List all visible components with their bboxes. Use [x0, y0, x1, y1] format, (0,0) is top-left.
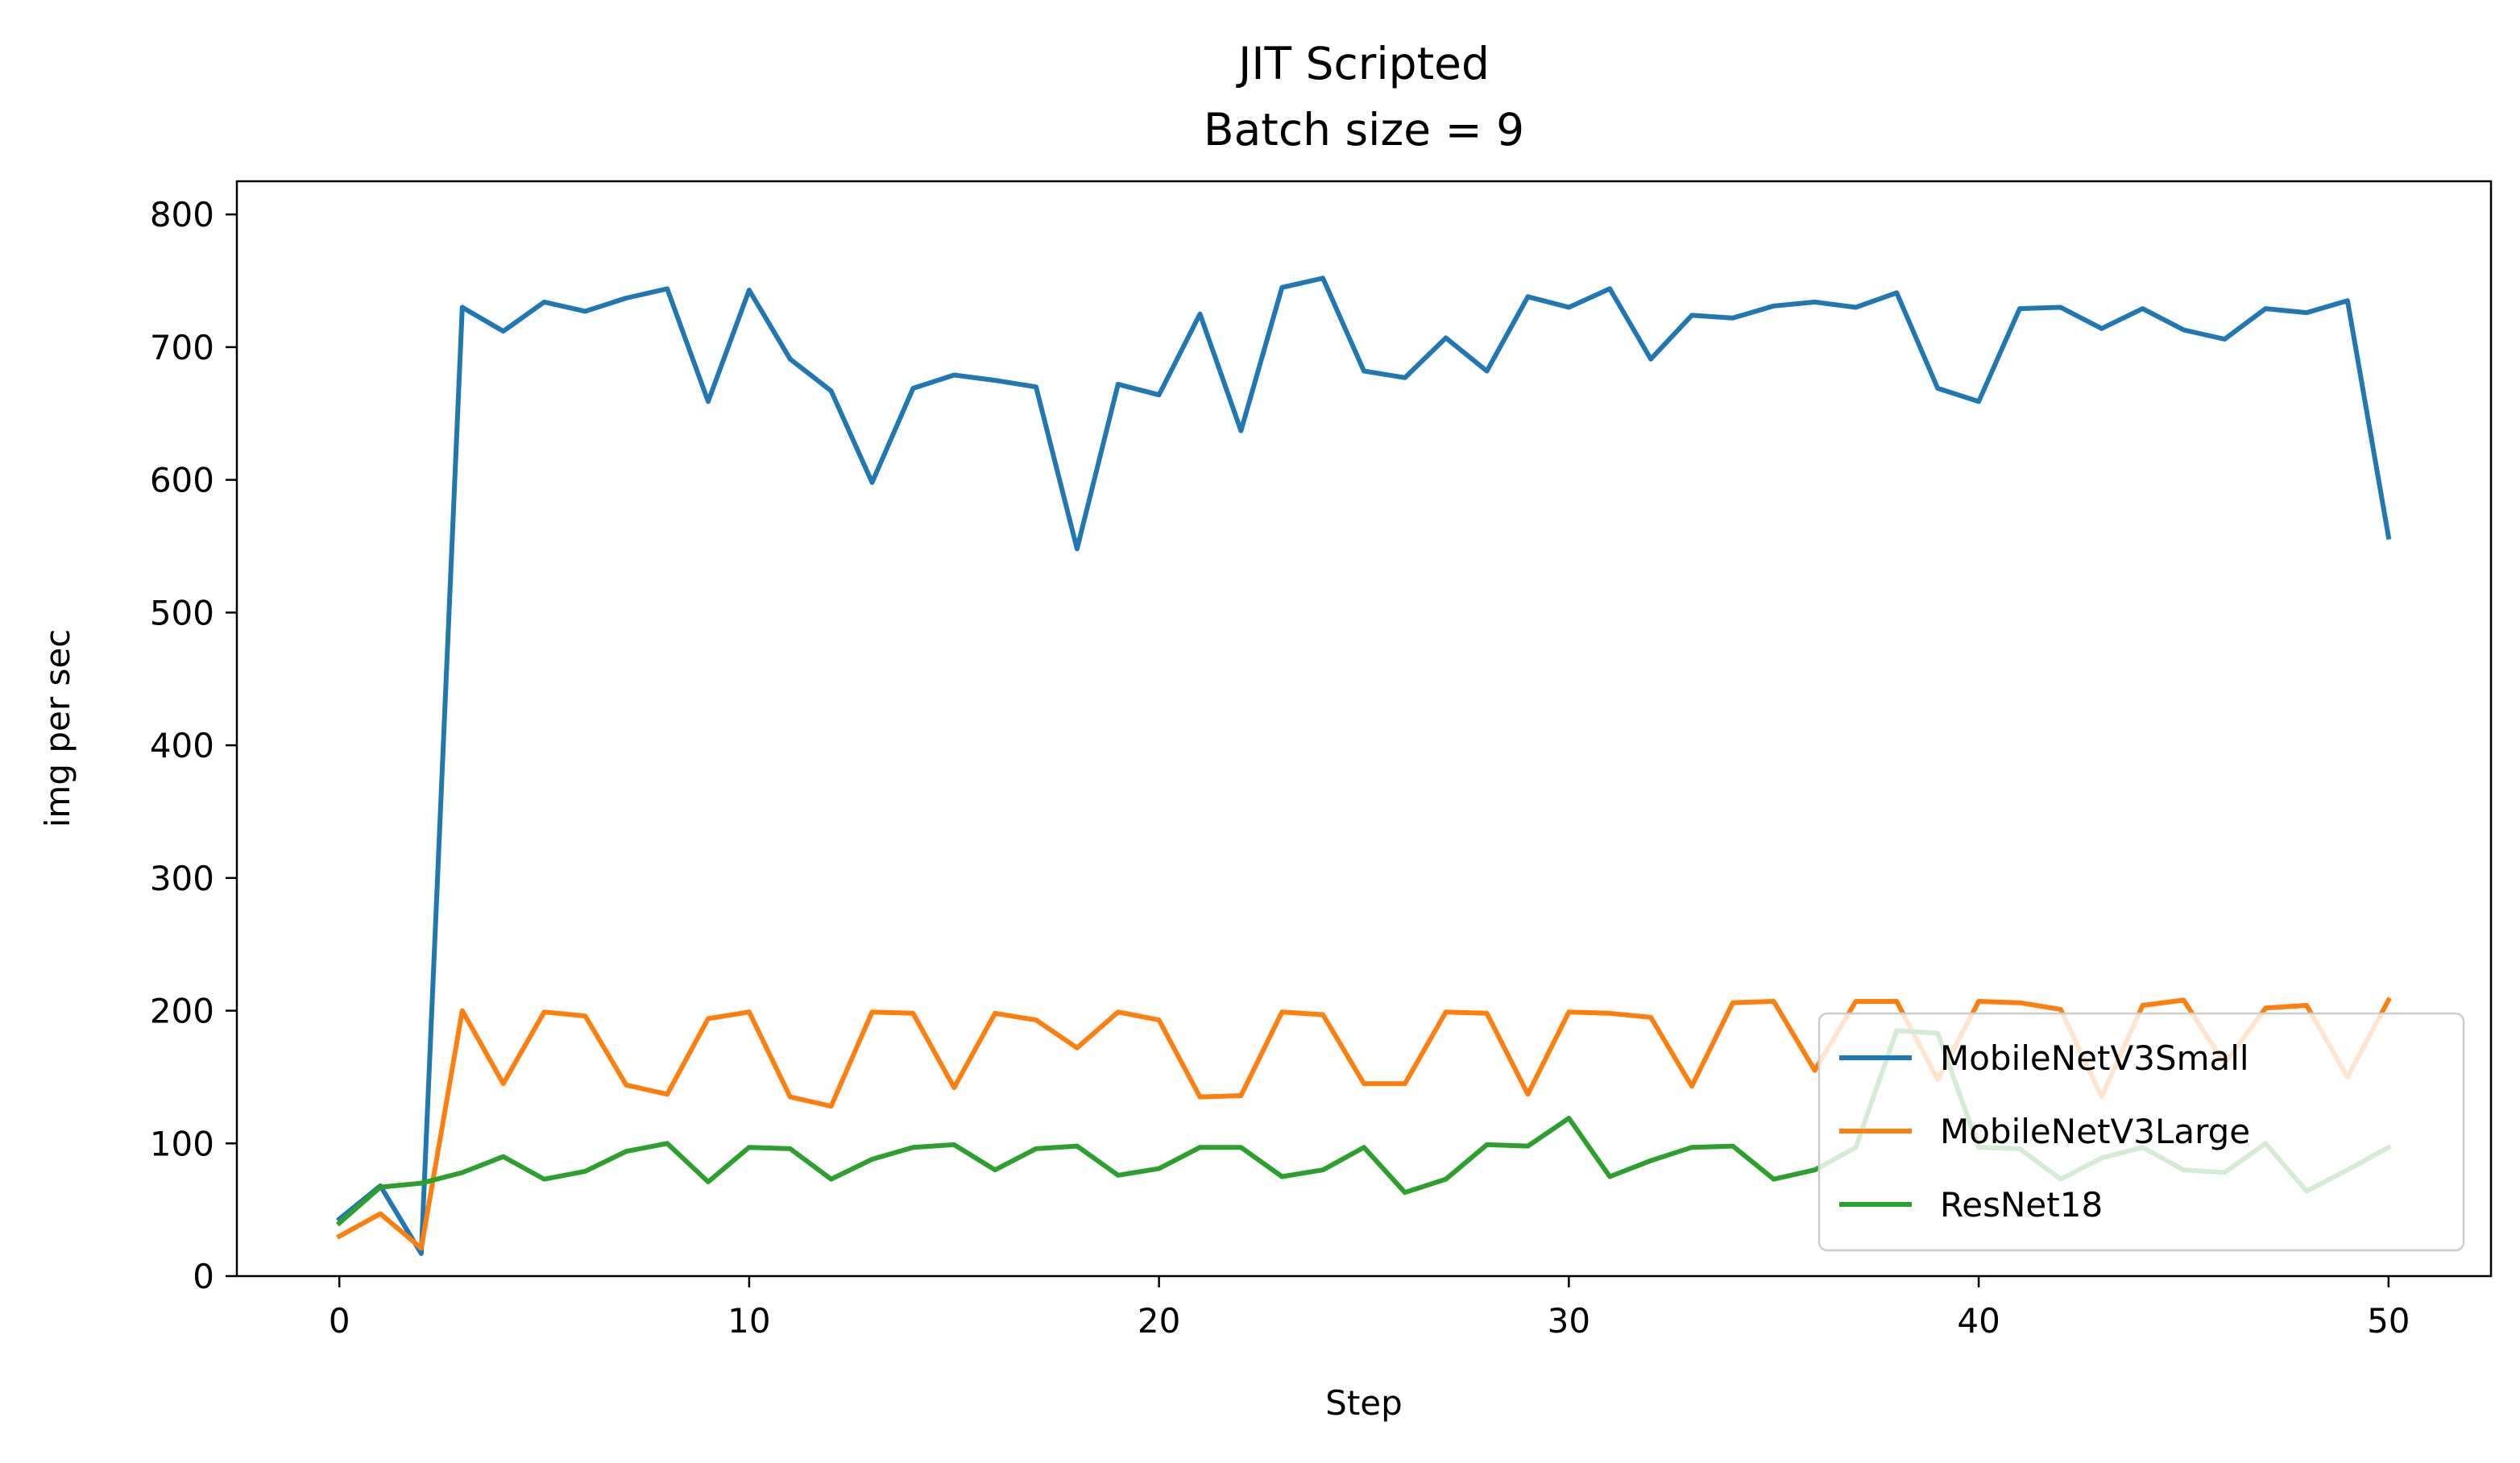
y-tick-label: 200: [150, 992, 214, 1031]
y-tick-label: 700: [150, 328, 214, 367]
y-tick-label: 0: [193, 1257, 214, 1296]
y-tick-label: 100: [150, 1124, 214, 1163]
legend-box: [1817, 1012, 2465, 1252]
legend: MobileNetV3Small MobileNetV3Large ResNet18: [1817, 1012, 2465, 1252]
x-tick-label: 10: [727, 1301, 770, 1341]
y-tick-label: 300: [150, 859, 214, 898]
y-tick-label: 400: [150, 726, 214, 765]
x-tick-label: 20: [1138, 1301, 1180, 1341]
x-tick-label: 50: [2367, 1301, 2410, 1341]
plot-frame: [235, 180, 2493, 1278]
x-tick-label: 0: [329, 1301, 350, 1341]
legend-label-MobileNetV3Small: MobileNetV3Small: [1940, 1038, 2249, 1078]
legend-label-ResNet18: ResNet18: [1940, 1185, 2103, 1225]
y-tick-label: 800: [150, 195, 214, 234]
chart-title: JIT Scripted: [1236, 38, 1490, 89]
series-line-MobileNetV3Small: [335, 276, 2392, 1256]
y-tick-label: 500: [150, 593, 214, 632]
x-tick-label: 30: [1548, 1301, 1590, 1341]
y-axis-label: img per sec: [38, 629, 77, 828]
x-axis-label: Step: [1325, 1383, 1403, 1423]
legend-label-MobileNetV3Large: MobileNetV3Large: [1940, 1112, 2250, 1151]
y-tick-label: 600: [150, 461, 214, 500]
series-line-MobileNetV3Large: [336, 997, 2392, 1251]
x-tick-label: 40: [1957, 1301, 2000, 1341]
chart-subtitle: Batch size = 9: [1204, 104, 1524, 155]
